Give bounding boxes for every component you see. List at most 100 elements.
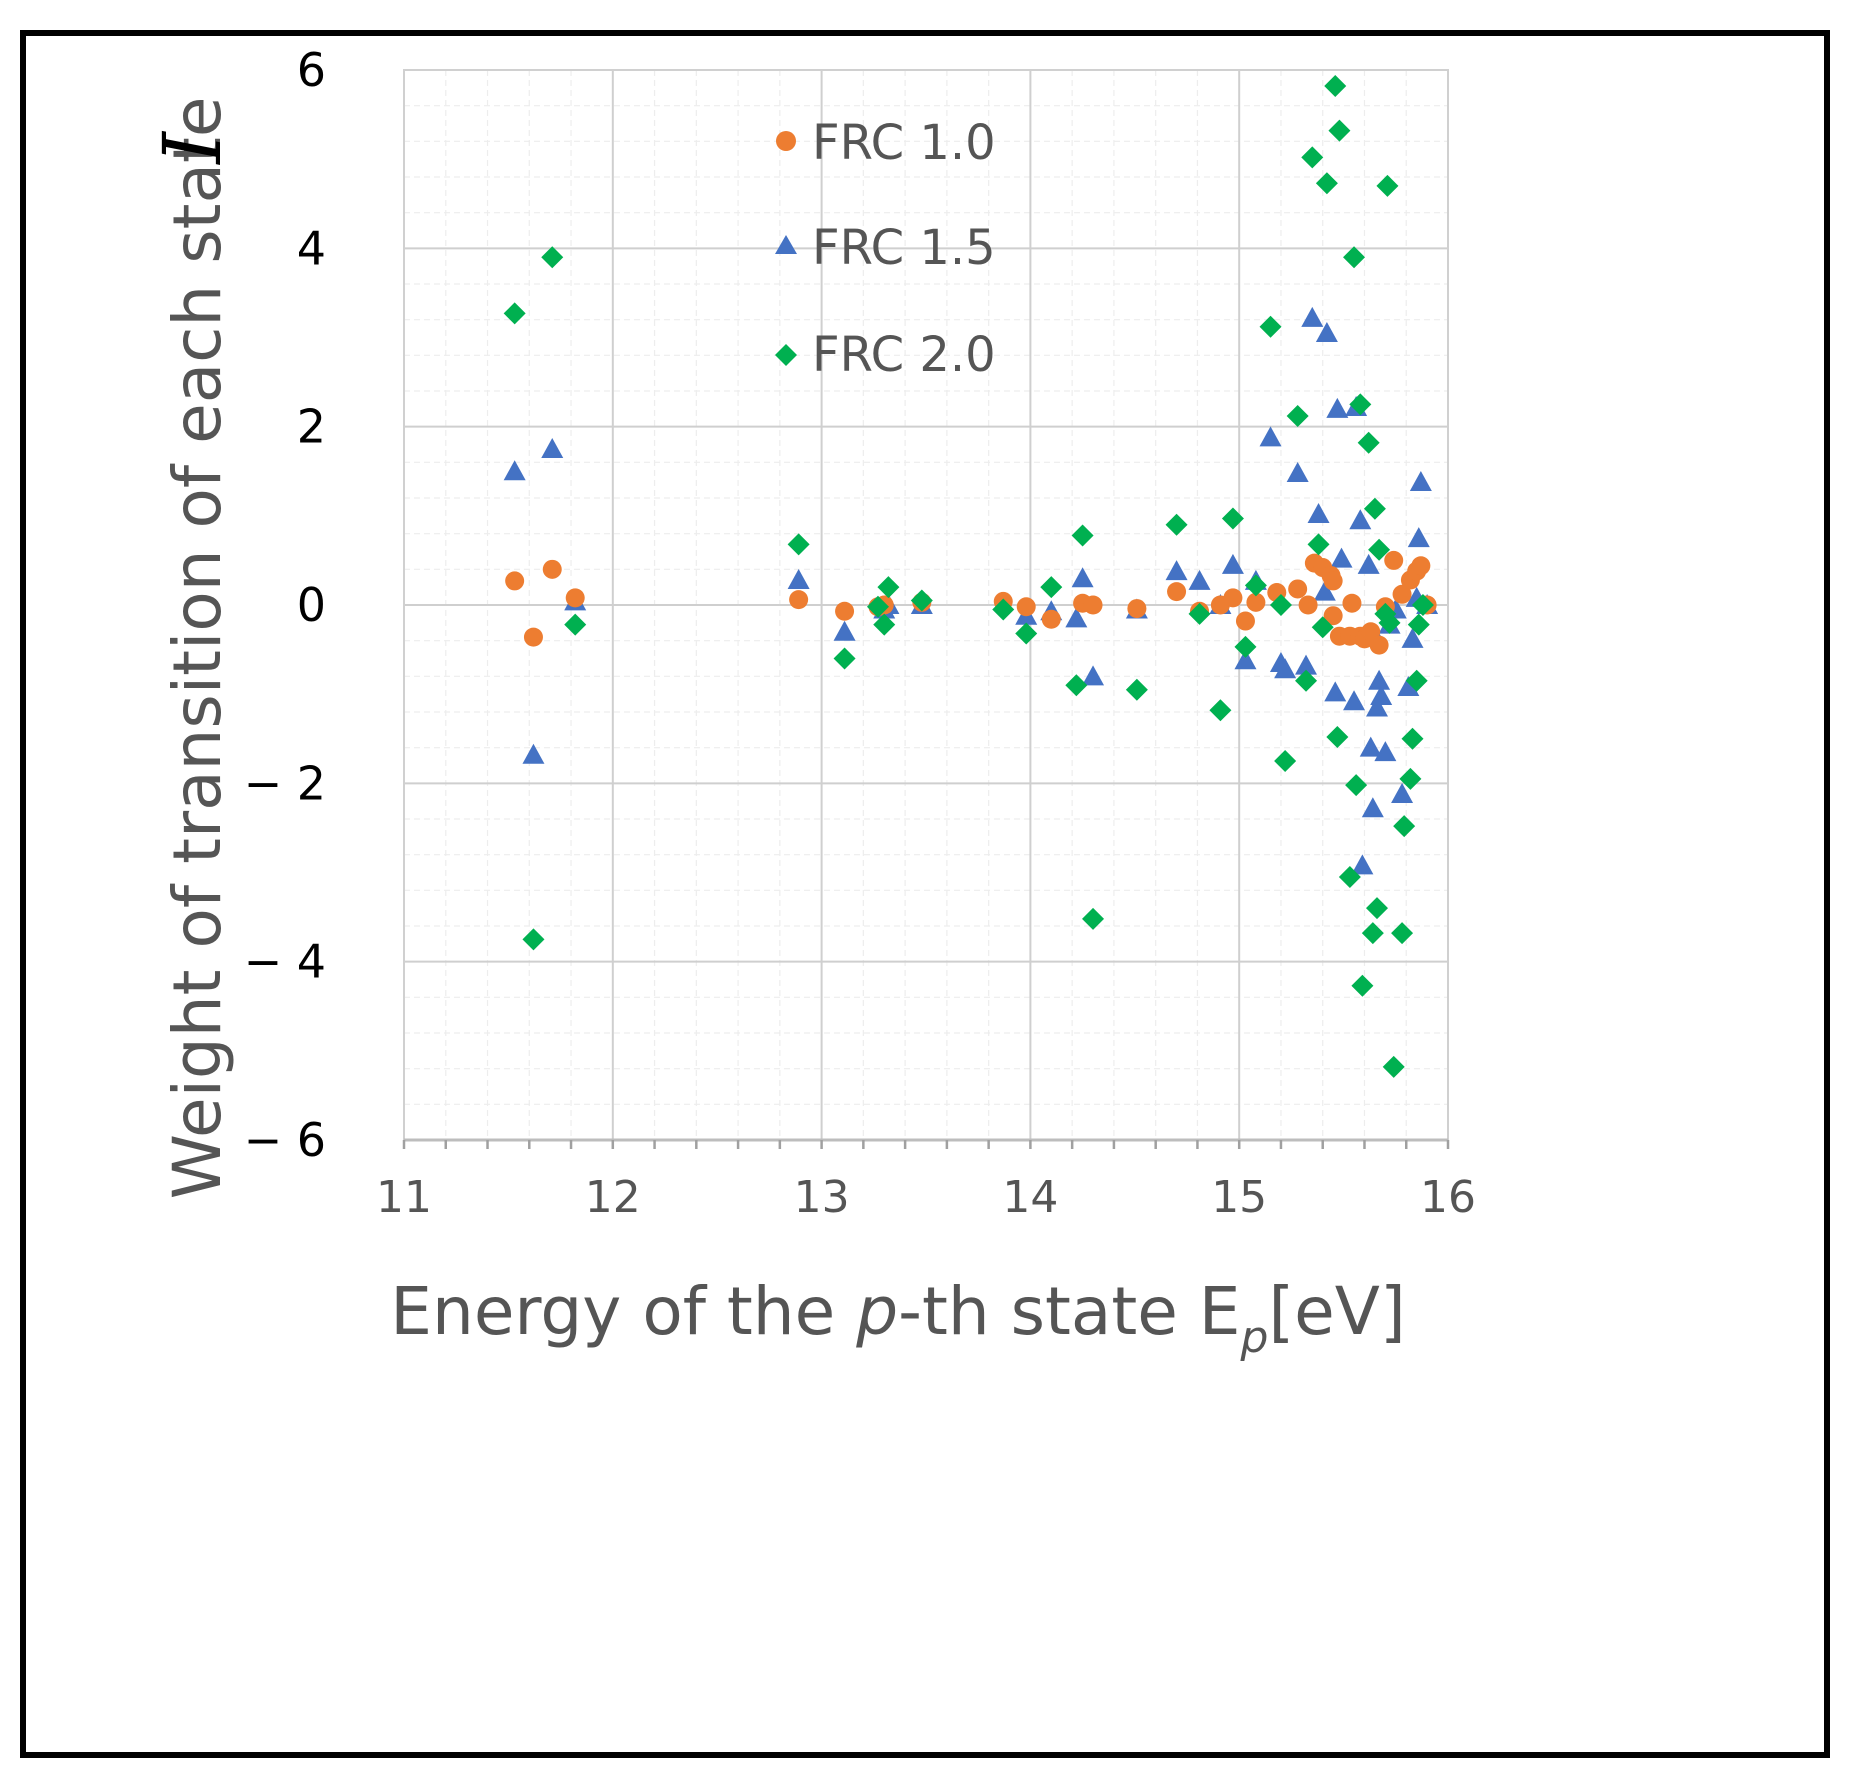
y-axis-symbol: I xyxy=(146,131,239,166)
y-tick-label: − 4 xyxy=(244,935,326,989)
data-point-diamond xyxy=(1349,393,1372,416)
data-point-triangle xyxy=(1324,681,1347,702)
data-point-triangle xyxy=(1065,607,1088,628)
data-point-diamond xyxy=(1301,146,1324,169)
data-point-triangle xyxy=(503,460,526,481)
data-point-circle xyxy=(1323,606,1343,626)
data-point-diamond xyxy=(1274,750,1297,773)
data-point-circle xyxy=(1083,595,1103,615)
data-point-diamond xyxy=(1382,1055,1405,1078)
data-point-diamond xyxy=(1071,524,1094,547)
data-point-circle xyxy=(835,601,855,621)
y-tick-label: − 2 xyxy=(244,756,326,810)
data-point-diamond xyxy=(1125,678,1148,701)
data-point-triangle xyxy=(1307,503,1330,524)
data-point-circle xyxy=(1223,588,1243,608)
data-point-diamond xyxy=(910,589,933,612)
data-point-diamond xyxy=(1328,119,1351,142)
data-point-diamond xyxy=(787,533,810,556)
data-point-triangle xyxy=(522,743,545,764)
data-point-circle xyxy=(1167,582,1187,602)
data-point-triangle xyxy=(1366,696,1389,717)
data-point-diamond xyxy=(1399,767,1422,790)
data-point-diamond xyxy=(1188,602,1211,625)
data-point-circle xyxy=(1298,595,1318,615)
data-point-triangle xyxy=(1357,553,1380,574)
data-point-diamond xyxy=(1234,635,1257,658)
data-point-triangle xyxy=(787,569,810,590)
data-point-circle xyxy=(1127,599,1147,619)
data-point-diamond xyxy=(833,647,856,670)
data-point-diamond xyxy=(1326,725,1349,748)
data-point-circle xyxy=(1288,579,1308,599)
data-point-diamond xyxy=(873,613,896,636)
data-point-diamond xyxy=(1269,594,1292,616)
data-point-diamond xyxy=(992,598,1015,621)
data-point-diamond xyxy=(1015,622,1038,645)
data-point-triangle xyxy=(541,437,564,458)
x-tick-label: 12 xyxy=(585,1172,641,1223)
data-point-circle xyxy=(505,571,525,591)
data-point-circle xyxy=(1016,597,1036,617)
x-axis-minor-ticks xyxy=(402,1140,1450,1149)
y-tick-label: 2 xyxy=(297,400,326,454)
y-axis-symbol-text: I xyxy=(146,131,239,166)
y-tick-label: − 6 xyxy=(244,1113,326,1167)
legend-label-frc-2-0: FRC 2.0 xyxy=(812,327,996,383)
data-point-diamond xyxy=(564,613,587,636)
data-point-circle xyxy=(789,590,809,610)
data-point-diamond xyxy=(1405,669,1428,692)
data-point-diamond xyxy=(1411,594,1434,616)
data-point-circle xyxy=(523,627,543,647)
data-point-circle xyxy=(542,559,562,579)
data-point-diamond xyxy=(1259,315,1282,338)
data-point-diamond xyxy=(1376,174,1399,197)
data-point-triangle xyxy=(1409,470,1432,491)
data-point-triangle xyxy=(1351,854,1374,875)
data-point-diamond xyxy=(1407,613,1430,636)
data-point-diamond xyxy=(1357,431,1380,454)
data-point-triangle xyxy=(1401,627,1424,648)
data-point-triangle xyxy=(1397,676,1420,697)
data-point-diamond xyxy=(1311,616,1334,639)
y-axis-title-text: Weight of transition of each state xyxy=(159,97,236,1200)
data-point-triangle xyxy=(1391,783,1414,804)
data-point-diamond xyxy=(877,576,900,599)
data-point-triangle xyxy=(1313,580,1336,601)
series-frc-2-0 xyxy=(503,75,1434,1078)
data-point-diamond xyxy=(1209,699,1232,722)
data-point-triangle xyxy=(1349,509,1372,530)
data-point-triangle xyxy=(1234,649,1257,670)
data-point-diamond xyxy=(541,246,564,269)
data-points xyxy=(503,75,1439,1078)
data-point-diamond xyxy=(1286,404,1309,427)
data-point-circle xyxy=(1323,571,1343,591)
x-axis-tick-labels: 11 12 13 14 15 16 xyxy=(376,1172,1476,1223)
data-point-triangle xyxy=(1286,462,1309,483)
data-point-circle xyxy=(1041,609,1061,629)
figure-frame: 6 4 2 0 − 2 − 4 − 6 11 12 13 14 15 16 FRC 1.0 FRC 1… xyxy=(20,30,1830,1758)
data-point-triangle xyxy=(1071,567,1094,588)
data-point-diamond xyxy=(1368,538,1391,561)
data-point-triangle xyxy=(1326,397,1349,418)
chart: 6 4 2 0 − 2 − 4 − 6 11 12 13 14 15 16 FRC 1.0 FRC 1… xyxy=(146,43,1476,1363)
legend-marker-frc-1-5 xyxy=(775,235,797,254)
data-point-triangle xyxy=(1188,569,1211,590)
data-point-triangle xyxy=(1330,547,1353,568)
x-tick-label: 14 xyxy=(1002,1172,1058,1223)
data-point-diamond xyxy=(866,595,889,618)
data-point-diamond xyxy=(1315,172,1338,195)
data-point-diamond xyxy=(1165,513,1188,536)
data-point-diamond xyxy=(1393,815,1416,838)
x-tick-label: 11 xyxy=(376,1172,432,1223)
data-point-triangle xyxy=(1374,741,1397,762)
data-point-diamond xyxy=(1040,576,1063,599)
data-point-triangle xyxy=(1359,736,1382,757)
y-tick-label: 0 xyxy=(297,578,326,632)
data-point-triangle xyxy=(833,620,856,641)
data-point-triangle xyxy=(1082,665,1105,686)
data-point-circle xyxy=(565,588,585,608)
data-point-diamond xyxy=(1391,922,1414,945)
data-point-circle xyxy=(1246,592,1266,612)
data-point-diamond xyxy=(1361,922,1384,945)
